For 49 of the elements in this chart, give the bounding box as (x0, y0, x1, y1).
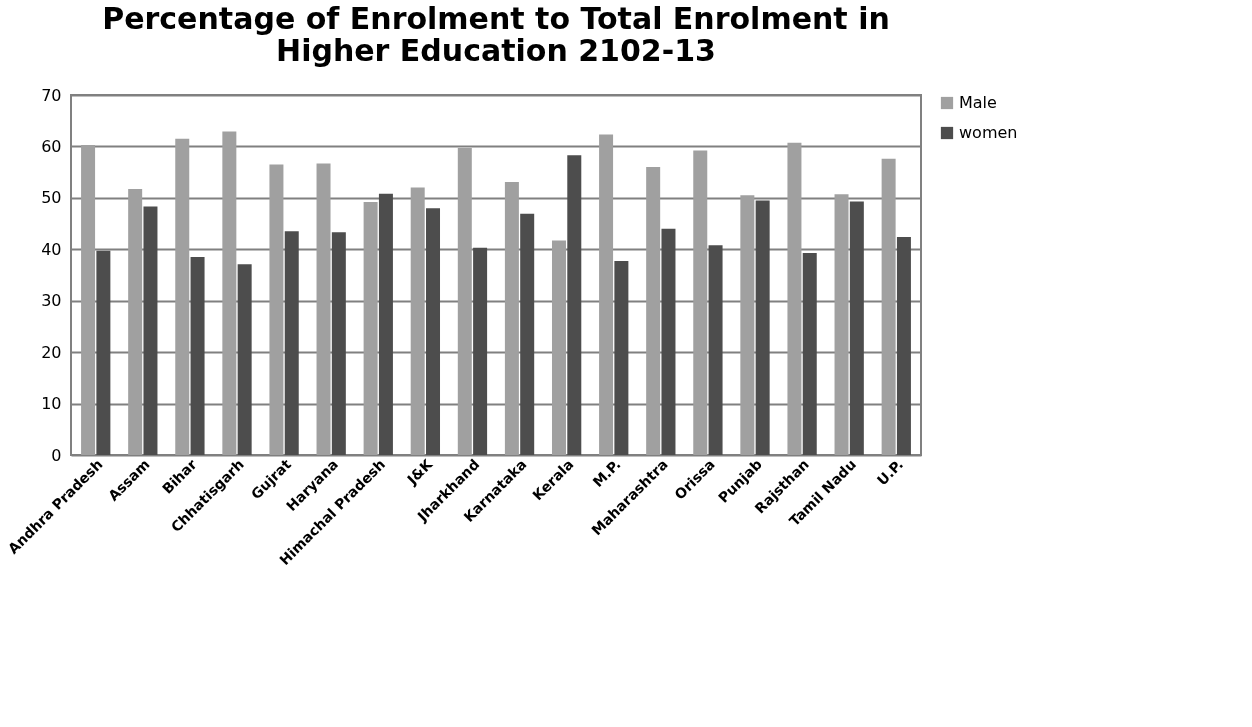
bar (881, 158, 896, 455)
bar (378, 193, 393, 455)
bar (802, 252, 817, 455)
bar (551, 240, 566, 455)
bar (426, 208, 441, 455)
bar (410, 187, 425, 455)
bar (143, 206, 158, 455)
x-tick-label: U.P. (873, 456, 907, 489)
y-tick-label: 70 (41, 85, 62, 105)
bar (693, 150, 708, 455)
y-tick-label: 60 (41, 136, 62, 156)
y-tick-label: 0 (51, 445, 62, 465)
bar (567, 155, 582, 455)
bar (708, 245, 723, 455)
bar (331, 232, 346, 455)
text: Higher Education 2102-13 (276, 33, 716, 68)
bar (222, 131, 237, 455)
bar (520, 213, 535, 455)
bar (316, 163, 331, 455)
legend-label: women (959, 123, 1018, 142)
bar (457, 147, 472, 455)
bar (896, 236, 911, 455)
bar (787, 142, 802, 455)
bar (96, 250, 111, 455)
bar (834, 194, 849, 455)
y-tick-label: 50 (41, 188, 62, 208)
bar (363, 201, 378, 455)
legend-label: Male (959, 93, 997, 112)
bar (599, 134, 614, 455)
y-tick-label: 30 (41, 291, 62, 311)
bar (269, 164, 284, 455)
y-tick-label: 20 (41, 342, 62, 362)
bar (661, 228, 676, 455)
bar (473, 247, 488, 455)
bar (284, 231, 299, 455)
bar (646, 167, 661, 455)
y-tick-label: 10 (41, 394, 62, 414)
bar (614, 261, 629, 455)
bar (740, 195, 755, 455)
bar (504, 181, 519, 455)
bar (175, 138, 190, 455)
bar (237, 264, 252, 455)
text: Percentage of Enrolment to Total Enrolment in (102, 1, 890, 36)
bar (849, 201, 864, 455)
bar (81, 144, 96, 455)
bar (128, 189, 143, 455)
bar (755, 200, 770, 455)
bar (190, 257, 205, 455)
y-tick-label: 40 (41, 239, 62, 259)
